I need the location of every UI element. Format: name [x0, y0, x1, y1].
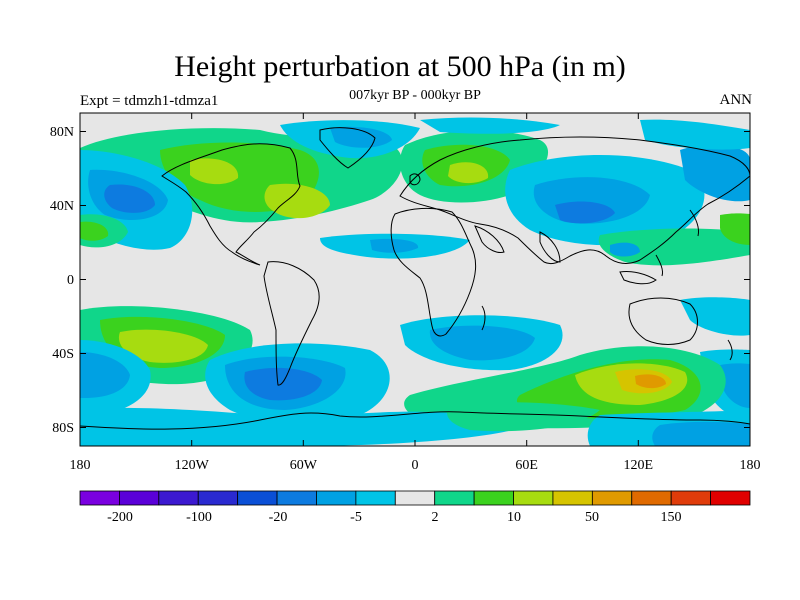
colorbar-labels: -200 -100 -20 -5 2 10 50 150 [107, 510, 681, 525]
x-tick-label: 60E [515, 458, 538, 473]
colorbar-swatch [355, 490, 396, 506]
colorbar [79, 490, 751, 506]
colorbar-swatch [119, 490, 160, 506]
contour-region [448, 162, 489, 184]
coast-madagascar [481, 305, 486, 331]
coast-japan [689, 209, 699, 237]
coast-antarctica [80, 411, 750, 430]
contour-region [118, 329, 208, 363]
y-tick-label: 80S [52, 421, 74, 436]
contour-region [720, 363, 750, 408]
y-tick-label: 40N [50, 199, 74, 214]
contour-region [264, 183, 330, 219]
contour-region [429, 325, 535, 361]
colorbar-swatch [158, 490, 199, 506]
colorbar-label: -100 [186, 510, 212, 525]
contour-region [104, 184, 155, 213]
coastlines [80, 127, 750, 430]
contour-region [446, 402, 600, 432]
colorbar-swatch [473, 490, 514, 506]
colorbar-label: -200 [107, 510, 133, 525]
coast-africa [390, 207, 477, 337]
contour-region [244, 367, 322, 401]
coast-new-zealand [727, 339, 733, 361]
colorbar-swatch [631, 490, 672, 506]
chart-subtitle: 007kyr BP - 000kyr BP [349, 88, 481, 103]
contour-region [80, 407, 520, 446]
contour-region [680, 297, 750, 336]
colorbar-swatch [670, 490, 711, 506]
contour-region [80, 221, 109, 241]
contour-region [610, 242, 640, 257]
colorbar-label: 50 [585, 510, 599, 525]
x-tick-marks [79, 113, 751, 446]
x-tick-labels: 180 120W 60W 0 60E 120E 180 [70, 458, 761, 473]
colorbar-swatch [316, 490, 357, 506]
contour-region [555, 201, 615, 224]
colorbar-swatch [434, 490, 475, 506]
contour-region [330, 126, 392, 148]
contour-fields [80, 117, 750, 446]
coast-australia [628, 297, 698, 345]
x-tick-label: 120E [624, 458, 654, 473]
y-tick-label: 40S [52, 347, 74, 362]
colorbar-swatch [237, 490, 278, 506]
coast-philippines [655, 254, 663, 277]
colorbar-swatch [710, 490, 751, 506]
coast-greenland [319, 127, 376, 169]
colorbar-swatch [591, 490, 633, 506]
coast-indonesia [619, 271, 657, 285]
contour-region [640, 119, 750, 150]
x-tick-label: 180 [740, 458, 761, 473]
contour-region [598, 228, 750, 266]
y-tick-label: 80N [50, 125, 74, 140]
contour-region [680, 144, 750, 202]
colorbar-swatch [513, 490, 554, 506]
coast-eurasia [399, 136, 750, 265]
colorbar-label: 10 [507, 510, 521, 525]
x-tick-label: 180 [70, 458, 91, 473]
coast-north-america [161, 143, 301, 266]
coast-uk [409, 173, 421, 186]
x-tick-label: 120W [175, 458, 210, 473]
experiment-label: Expt = tdmzh1-tdmza1 [80, 93, 219, 109]
contour-region [370, 238, 419, 253]
coast-south-america [263, 261, 320, 386]
x-tick-label: 60W [290, 458, 318, 473]
contour-region [420, 117, 560, 134]
y-tick-labels: 80N 40N 0 40S 80S [50, 125, 74, 436]
y-tick-label: 0 [67, 273, 74, 288]
y-tick-marks [80, 131, 750, 428]
coast-india [539, 231, 561, 263]
colorbar-swatch [79, 490, 120, 506]
contour-region [635, 374, 666, 389]
contour-region [190, 158, 239, 185]
contour-region [652, 421, 750, 446]
colorbar-label: 150 [661, 510, 682, 525]
colorbar-swatch [197, 490, 239, 506]
colorbar-label: -5 [350, 510, 362, 525]
contour-region [80, 352, 130, 398]
x-tick-label: 0 [412, 458, 419, 473]
colorbar-label: 2 [432, 510, 439, 525]
colorbar-swatch [394, 490, 436, 506]
contour-region [720, 213, 750, 245]
coast-arabia [474, 225, 505, 253]
season-label: ANN [719, 92, 753, 108]
chart-title: Height perturbation at 500 hPa (in m) [174, 50, 626, 83]
colorbar-label: -20 [269, 510, 288, 525]
colorbar-swatch [552, 490, 593, 506]
colorbar-swatch [276, 490, 317, 506]
